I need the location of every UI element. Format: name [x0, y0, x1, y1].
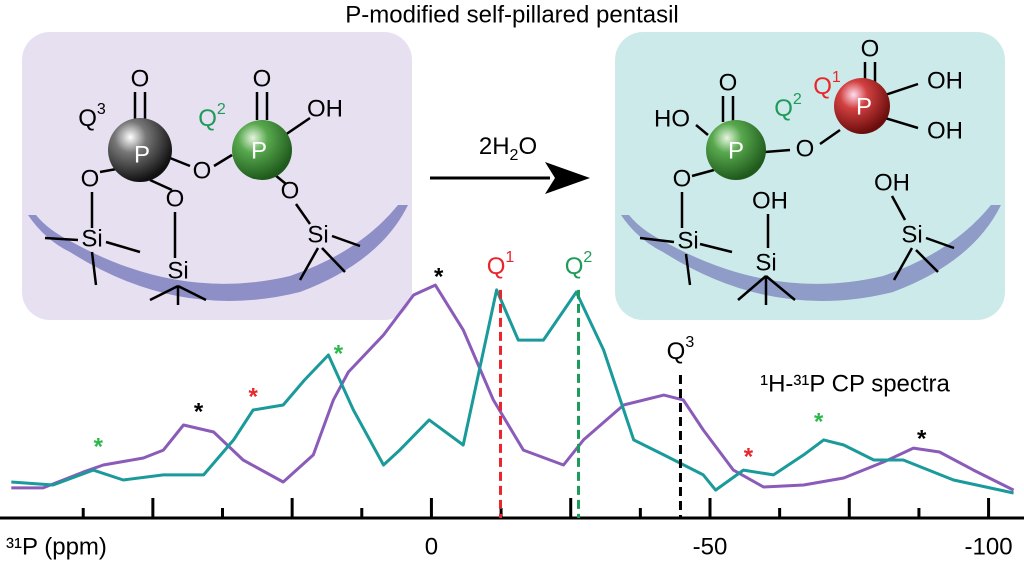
- label-sup: 2: [793, 91, 802, 108]
- peak-annotation: *: [194, 398, 204, 425]
- atom-label: OH: [874, 169, 910, 196]
- atom-sphere: [232, 120, 292, 180]
- right-scheme: HO P O Q2 O P O Q1 OH OH O OH OH Si Si S…: [615, 32, 1005, 320]
- marker-text: Q: [667, 338, 686, 365]
- atom-label: Si: [307, 221, 328, 248]
- bonds: [44, 92, 361, 305]
- atom-label: P: [856, 93, 872, 120]
- left-scheme: O Q3 P O P O Q2 OH O O O Si Si Si: [22, 32, 412, 320]
- atom-label: P: [251, 137, 267, 164]
- peak-annotation: *: [434, 263, 444, 290]
- marker-label: Q1: [487, 249, 515, 280]
- peak-annotation: *: [94, 433, 104, 460]
- marker-sup: 2: [583, 249, 592, 266]
- arrow-head: [545, 162, 590, 194]
- surface: [621, 205, 1001, 301]
- label-sup: 2: [217, 101, 226, 118]
- reagent-sub: 2: [510, 147, 519, 164]
- marker-sup: 3: [685, 334, 694, 351]
- atom-label: P: [134, 141, 150, 168]
- site-label: Q2: [774, 91, 802, 122]
- atom-label: O: [861, 35, 880, 62]
- bonds: [639, 62, 955, 305]
- site-label: Q1: [813, 69, 841, 100]
- surface: [28, 205, 408, 301]
- atom-label: HO: [654, 105, 690, 132]
- atom-label: O: [166, 185, 185, 212]
- reaction-arrow: 2H2O: [430, 133, 590, 194]
- reagent: 2H2O: [479, 133, 537, 164]
- spectra-label: ¹H-³¹P CP spectra: [760, 370, 950, 397]
- panel: [22, 32, 412, 320]
- atom-label: Si: [677, 227, 698, 254]
- atom-label: OH: [307, 95, 343, 122]
- marker-label: Q3: [667, 334, 695, 365]
- atom-sphere: [834, 78, 890, 134]
- atom-label: O: [131, 65, 150, 92]
- atom-label: O: [81, 165, 100, 192]
- atom-sphere: [108, 118, 172, 182]
- atom-label: Si: [901, 221, 922, 248]
- atom-label: O: [281, 177, 300, 204]
- x-tick-label: -100: [965, 533, 1013, 560]
- x-axis-title: ³¹P (ppm): [6, 533, 107, 560]
- x-tick-label: -50: [693, 533, 728, 560]
- x-tick-label: 0: [425, 533, 438, 560]
- label-text: Q: [813, 73, 832, 100]
- atom-label: Si: [81, 225, 102, 252]
- atom-label: OH: [927, 67, 963, 94]
- label-text: Q: [78, 105, 97, 132]
- atom-label: O: [253, 65, 272, 92]
- figure-title: P-modified self-pillared pentasil: [345, 1, 679, 28]
- marker-text: Q: [565, 253, 584, 280]
- atom-label: OH: [927, 117, 963, 144]
- peak-annotation: *: [248, 383, 258, 410]
- site-label: Q2: [198, 101, 226, 132]
- site-label: Q3: [78, 101, 106, 132]
- reagent-text: 2H: [479, 133, 510, 160]
- peak-annotation: *: [814, 408, 824, 435]
- atom-sphere: [706, 120, 766, 180]
- marker-label: Q2: [565, 249, 593, 280]
- marker-sup: 1: [505, 249, 514, 266]
- atom-label: Si: [755, 249, 776, 276]
- peak-annotation: *: [334, 340, 344, 367]
- peak-annotation: *: [917, 425, 927, 452]
- label-text: Q: [198, 105, 217, 132]
- atom-label: P: [728, 137, 744, 164]
- atom-label: OH: [752, 187, 788, 214]
- spectrum-line: [11, 288, 1014, 495]
- peak-annotation: *: [744, 443, 754, 470]
- label-text: Q: [774, 95, 793, 122]
- label-sup: 3: [97, 101, 106, 118]
- atom-label: Si: [167, 257, 188, 284]
- atom-label: O: [719, 69, 738, 96]
- atom-label: O: [193, 157, 212, 184]
- atom-label: O: [673, 165, 692, 192]
- marker-text: Q: [487, 253, 506, 280]
- reagent-text: O: [518, 133, 537, 160]
- label-sup: 1: [832, 69, 841, 86]
- atom-label: O: [796, 135, 815, 162]
- spectrum-line: [11, 283, 1015, 492]
